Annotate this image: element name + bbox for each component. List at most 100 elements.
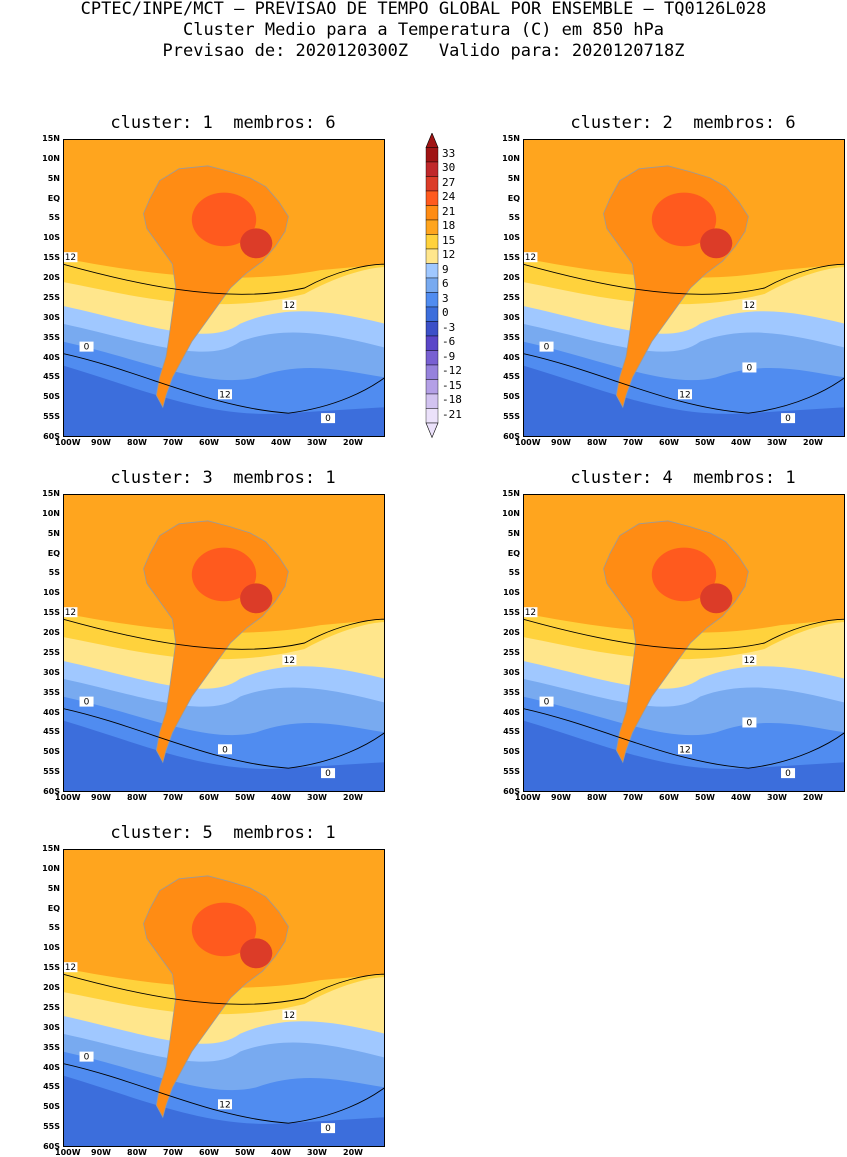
lat-label: 40S: [43, 352, 60, 362]
field-band-0: [63, 1075, 385, 1147]
colorbar-label: -12: [442, 364, 462, 377]
contour-label: 0: [781, 768, 796, 779]
colorbar-label: 30: [442, 161, 456, 174]
lat-label: 20S: [43, 628, 60, 638]
lat-label: 15N: [42, 489, 60, 498]
lat-label: 35S: [503, 687, 520, 697]
colorbar-swatch: [425, 176, 439, 192]
lon-label: 60W: [199, 438, 219, 447]
svg-text:12: 12: [744, 301, 755, 311]
colorbar-label: 33: [442, 146, 456, 160]
lat-label: 20S: [503, 273, 520, 283]
lon-label: 20W: [343, 1148, 363, 1157]
contour-label: 12: [218, 389, 232, 400]
lon-label: 40W: [271, 1148, 291, 1157]
contour-label: 0: [321, 1123, 336, 1134]
lon-label: 80W: [587, 793, 607, 802]
colorbar-swatch: [425, 147, 439, 163]
svg-text:12: 12: [65, 253, 76, 263]
contour-label: 12: [523, 252, 538, 263]
colorbar-swatch: [425, 190, 439, 206]
colorbar-swatch: [425, 364, 439, 380]
lat-label: 50S: [43, 747, 60, 757]
lat-label: 50S: [503, 392, 520, 402]
contour-label: 0: [79, 696, 94, 708]
colorbar-swatch: [425, 292, 439, 308]
lat-label: 55S: [43, 767, 60, 777]
colorbar-label: -15: [442, 378, 462, 392]
lat-label: 60S: [503, 787, 520, 796]
lat-label: 10N: [42, 508, 60, 518]
colorbar-swatch: [425, 161, 439, 177]
colorbar-swatch: [425, 205, 439, 221]
contour-label: 12: [678, 744, 692, 755]
colorbar-label: 9: [442, 262, 449, 276]
lat-label: 15S: [43, 963, 60, 973]
colorbar-swatch: [425, 248, 439, 264]
colorbar: 33 30 27 24 21 18 15 12 9 6 3 0 -3 -6 -9 -12 -15 -18 -21: [424, 132, 484, 443]
colorbar-swatches: [425, 132, 439, 439]
contour-label: 12: [63, 252, 78, 263]
colorbar-swatch: [425, 219, 439, 235]
header-line-1: CPTEC/INPE/MCT – PREVISAO DE TEMPO GLOBA…: [80, 0, 767, 19]
svg-text:0: 0: [785, 414, 791, 424]
map-canvas: 12 12 12 0 0: [63, 849, 385, 1147]
lat-label: 40S: [43, 707, 60, 717]
colorbar-swatch: [425, 321, 439, 337]
lon-label: 40W: [731, 793, 751, 802]
lon-label: 20W: [803, 438, 823, 447]
lon-label: 90W: [91, 1148, 111, 1157]
lon-label: 90W: [91, 793, 111, 802]
contour-12: [523, 618, 845, 650]
map-canvas: 12 12 12 0 0 0: [523, 139, 845, 437]
map-panel-4: 12 12 12 0 0 0: [523, 494, 845, 792]
contour-0: [63, 708, 385, 769]
lat-label: 10N: [42, 863, 60, 873]
lon-label: 100W: [55, 1148, 81, 1157]
lat-label: EQ: [47, 193, 60, 203]
colorbar-label: -21: [442, 407, 462, 421]
colorbar-label: 27: [442, 175, 456, 189]
contour-12: [63, 973, 385, 1005]
panel-3-title: cluster: 3 membros: 1: [110, 468, 336, 488]
svg-text:0: 0: [84, 698, 90, 708]
lat-label: 25S: [503, 647, 520, 657]
lat-label: 5N: [47, 883, 60, 893]
lat-label: 30S: [43, 667, 60, 677]
lat-label: 5N: [47, 173, 60, 183]
contour-12: [63, 618, 385, 650]
contour-label: 0: [79, 1051, 94, 1063]
lat-label: 35S: [43, 687, 60, 697]
panel-4-title: cluster: 4 membros: 1: [570, 468, 796, 488]
lat-label: 50S: [503, 747, 520, 757]
lat-label: 60S: [43, 787, 60, 796]
map-panel-3: 12 12 0 0 0: [63, 494, 385, 792]
lon-label: 30W: [767, 793, 787, 802]
lat-label: 5N: [507, 173, 520, 183]
svg-text:0: 0: [222, 745, 228, 755]
header-line-2: Cluster Medio para a Temperatura (C) em …: [182, 20, 665, 40]
lon-label: 60W: [199, 793, 219, 802]
map-panel-1: 12 12 12 0 0: [63, 139, 385, 437]
contour-label: 12: [282, 299, 297, 311]
svg-text:0: 0: [84, 1053, 90, 1063]
lat-label: 15N: [502, 134, 520, 143]
lon-label: 40W: [271, 438, 291, 447]
contour-label: 0: [742, 362, 757, 373]
lat-label: 10N: [42, 153, 60, 163]
lat-label: 55S: [43, 412, 60, 422]
colorbar-swatch: [425, 335, 439, 351]
contour-label: 0: [539, 341, 554, 353]
lat-label: 10S: [503, 588, 520, 598]
lat-label: 5N: [507, 528, 520, 538]
lat-label: 5S: [508, 568, 520, 578]
lat-label: 50S: [43, 1102, 60, 1112]
lon-label: 20W: [343, 438, 363, 447]
hot-core: [651, 192, 717, 247]
hot-core: [700, 583, 733, 614]
colorbar-swatch: [425, 234, 439, 250]
lat-label: 20S: [43, 983, 60, 993]
map-frame: [523, 494, 845, 792]
lon-label: 80W: [127, 793, 147, 802]
colorbar-label: -3: [442, 320, 456, 334]
